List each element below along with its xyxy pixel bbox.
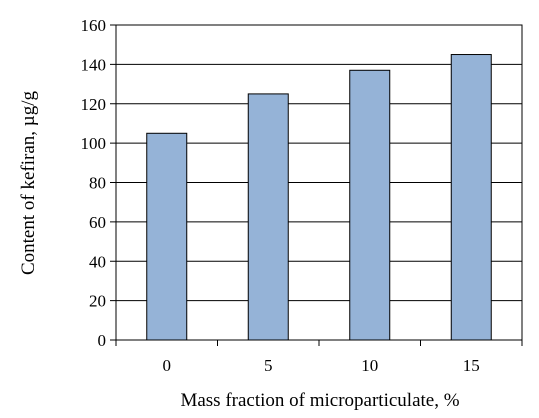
bar-0 xyxy=(146,132,188,341)
y-tick-label: 100 xyxy=(81,134,107,153)
bar-5 xyxy=(247,93,289,341)
x-tick-label: 0 xyxy=(163,356,172,375)
bar-10 xyxy=(349,69,391,341)
y-tick-label: 80 xyxy=(89,174,106,193)
y-tick-label: 60 xyxy=(89,213,106,232)
x-tick-labels: 0 5 10 15 xyxy=(163,356,480,375)
y-tick-label: 140 xyxy=(81,55,107,74)
x-axis-title: Mass fraction of microparticulate, % xyxy=(180,390,459,411)
x-tick-label: 5 xyxy=(264,356,273,375)
x-tick-label: 10 xyxy=(361,356,378,375)
y-axis-title: Content of kefiran, µg/g xyxy=(18,90,39,275)
y-tick-label: 120 xyxy=(81,95,107,114)
y-tick-label: 160 xyxy=(81,16,107,35)
bars xyxy=(146,54,492,341)
y-tick-labels: 0 20 40 60 80 100 120 140 160 xyxy=(81,16,107,350)
axes xyxy=(110,24,523,346)
x-tick-label: 15 xyxy=(463,356,480,375)
y-tick-label: 40 xyxy=(89,252,106,271)
bar-15 xyxy=(450,54,492,341)
y-tick-label: 0 xyxy=(98,331,107,350)
y-tick-label: 20 xyxy=(89,292,106,311)
